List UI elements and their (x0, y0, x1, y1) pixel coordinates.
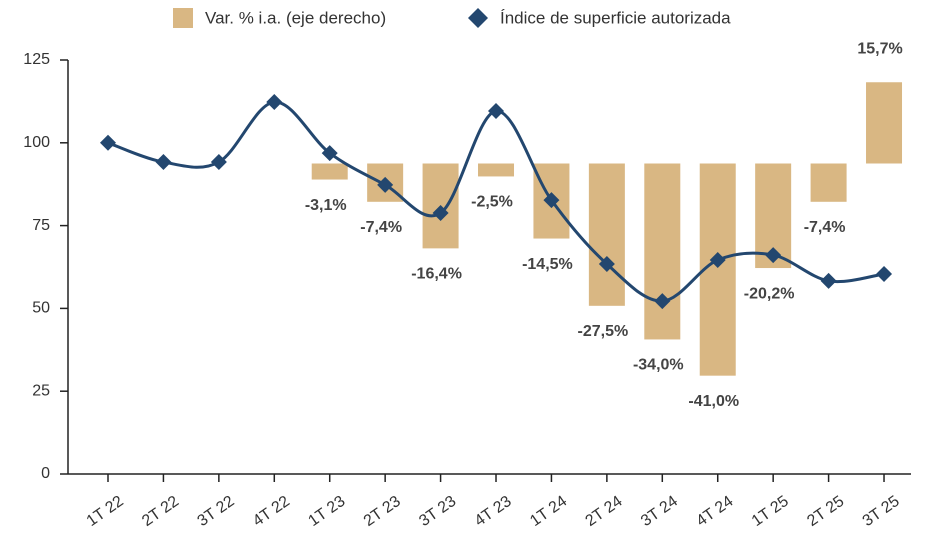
marker (654, 293, 671, 310)
legend-label: Índice de superficie autorizada (500, 8, 731, 27)
y-tick-label: 100 (23, 134, 50, 151)
y-tick-label: 0 (41, 465, 50, 482)
x-tick-label: 1T 24 (527, 493, 570, 530)
marker (543, 192, 560, 209)
marker (820, 272, 837, 289)
value-label: -34,0% (633, 357, 684, 374)
y-tick-label: 50 (32, 300, 50, 317)
legend-label: Var. % i.a. (eje derecho) (205, 8, 386, 27)
bar (311, 163, 348, 180)
marker (488, 103, 505, 120)
x-tick-label: 3T 23 (416, 493, 459, 530)
value-label: -2,5% (471, 194, 513, 211)
marker (210, 154, 227, 171)
marker (598, 256, 615, 273)
marker (876, 265, 893, 282)
value-label: -20,2% (744, 285, 795, 302)
value-label: -3,1% (305, 197, 347, 214)
y-tick-label: 125 (23, 51, 50, 68)
x-tick-label: 3T 24 (638, 493, 681, 530)
bar (644, 163, 681, 340)
marker (709, 252, 726, 269)
marker (100, 134, 116, 151)
x-tick-label: 4T 23 (472, 493, 515, 530)
value-label: -41,0% (688, 393, 739, 410)
x-tick-label: 3T 25 (860, 493, 903, 530)
x-tick-label: 2T 24 (583, 493, 626, 530)
x-tick-label: 2T 23 (361, 493, 404, 530)
marker (377, 176, 394, 193)
x-tick-label: 4T 22 (250, 493, 293, 530)
bar (478, 163, 515, 177)
bar (588, 163, 625, 306)
marker (155, 154, 172, 171)
marker (765, 247, 782, 264)
x-tick-label: 2T 22 (139, 493, 182, 530)
x-tick-label: 4T 24 (693, 493, 736, 530)
legend-swatch (173, 8, 193, 28)
value-label: -27,5% (578, 323, 629, 340)
x-tick-label: 1T 25 (749, 493, 792, 530)
x-tick-label: 1T 23 (305, 493, 348, 530)
marker (266, 94, 283, 111)
y-tick-label: 25 (32, 382, 50, 399)
marker (321, 145, 338, 162)
value-label: -7,4% (804, 219, 846, 236)
x-tick-label: 1T 22 (84, 493, 127, 530)
bar (866, 82, 903, 164)
marker (432, 205, 449, 222)
value-label: -16,4% (411, 266, 462, 283)
legend-swatch (468, 8, 488, 28)
x-tick-label: 3T 22 (195, 493, 238, 530)
value-label: -7,4% (360, 219, 402, 236)
value-label: 15,7% (857, 40, 902, 57)
y-tick-label: 75 (32, 217, 50, 234)
bar (810, 163, 847, 202)
value-label: -14,5% (522, 256, 573, 273)
x-tick-label: 2T 25 (804, 493, 847, 530)
